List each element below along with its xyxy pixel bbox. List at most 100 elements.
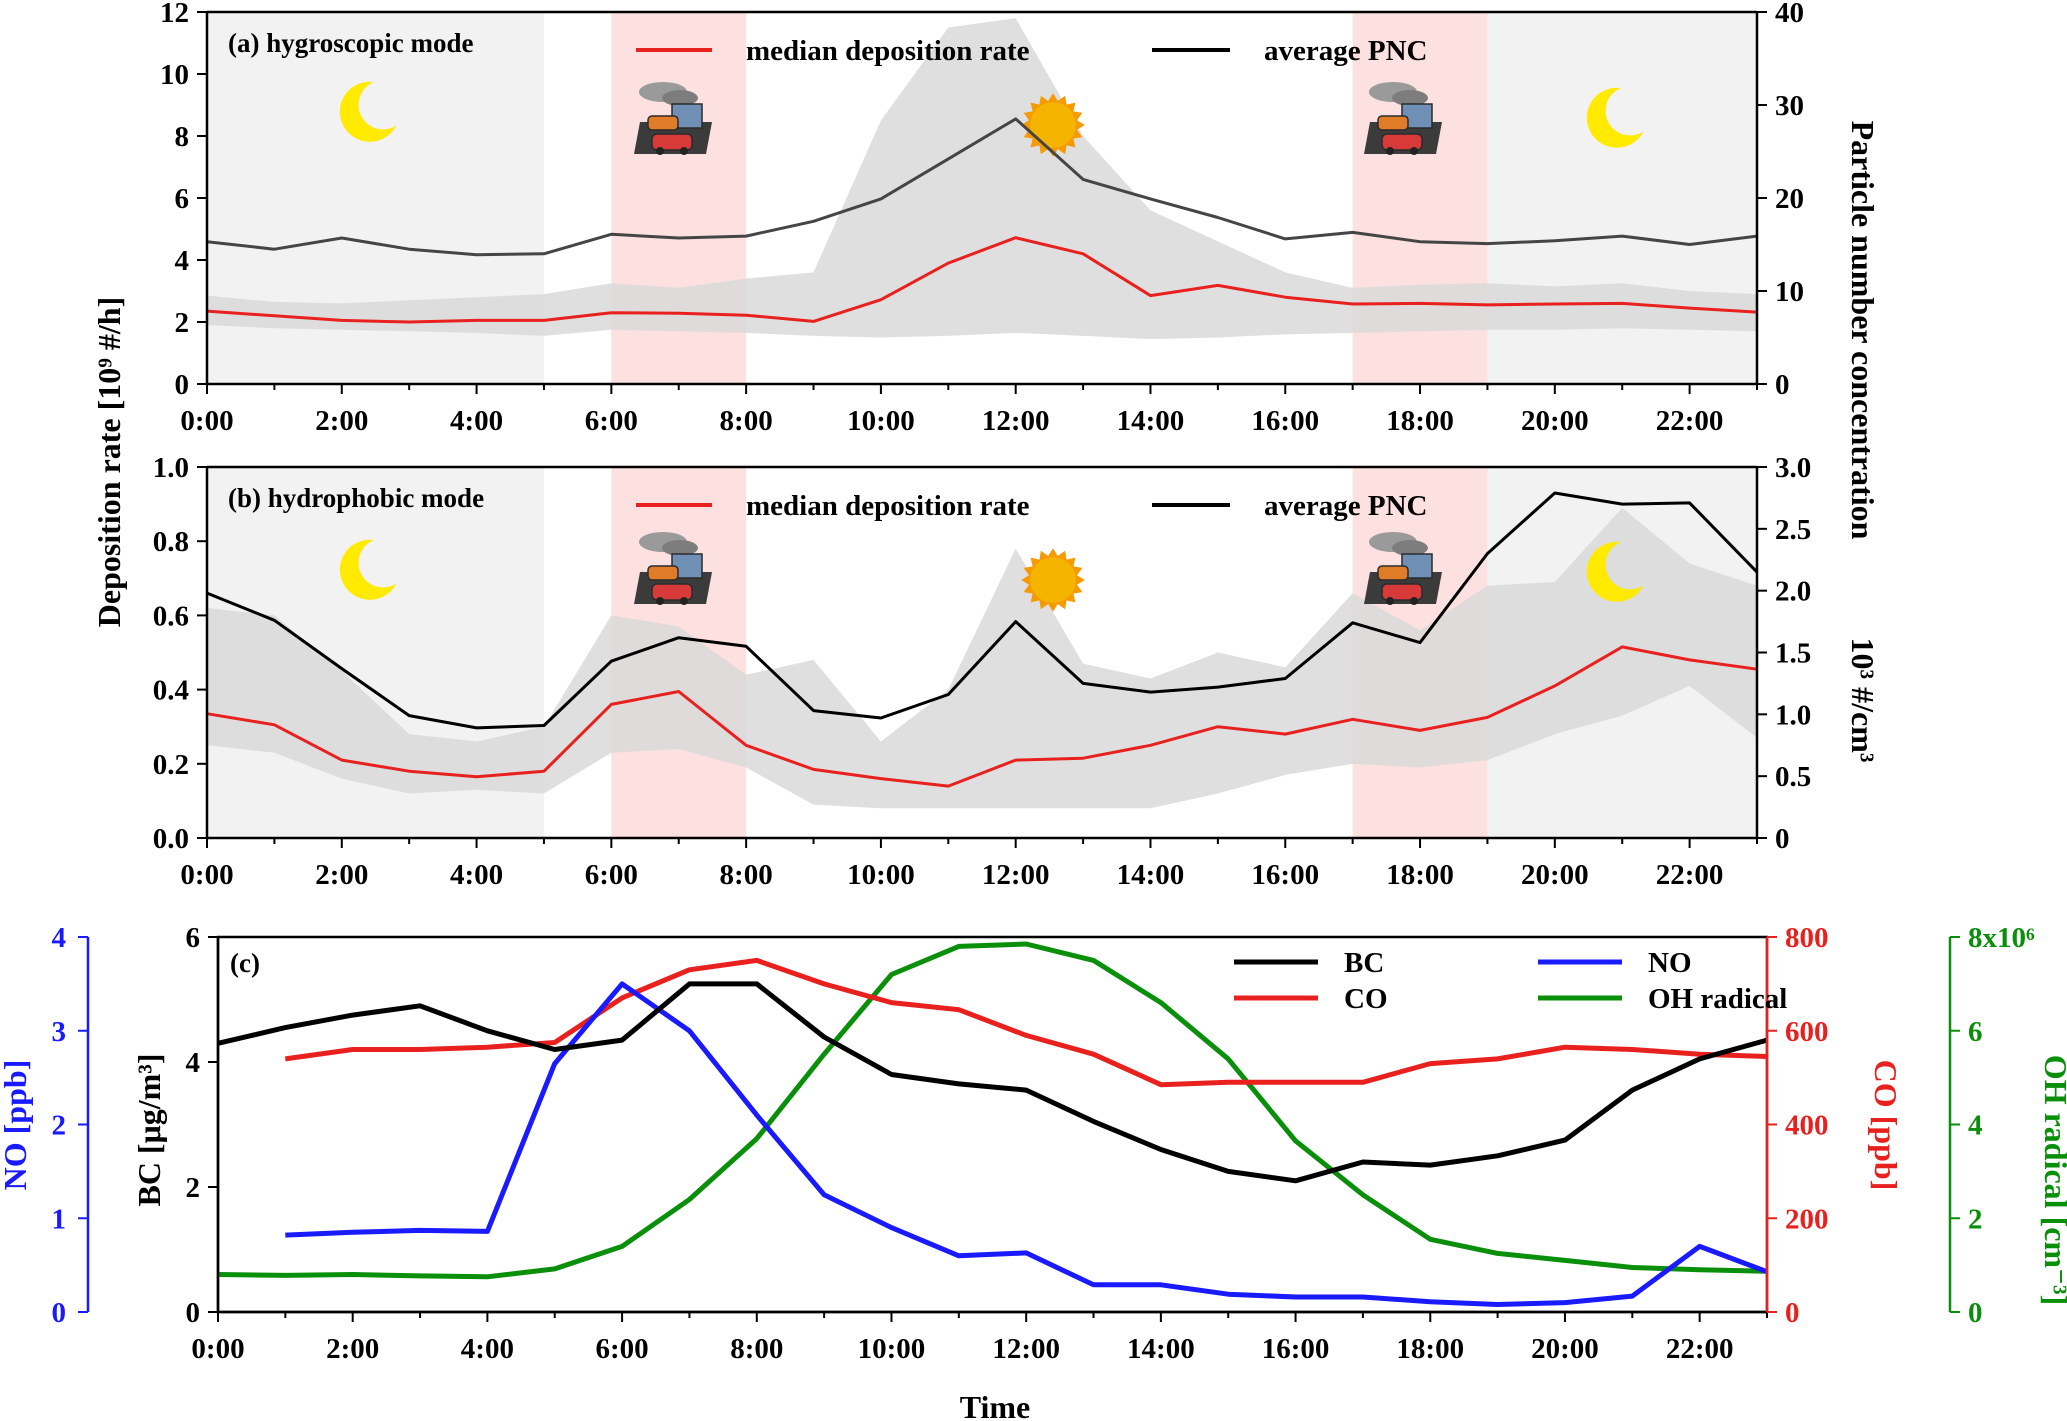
y-tick-label: 2 xyxy=(186,1172,201,1204)
shared-ylabel: Deposition rate [10⁹ #/h] xyxy=(91,297,127,627)
sun-disc xyxy=(1030,557,1076,603)
bc-axis-label-group: BC [μg/m³] xyxy=(131,1053,167,1206)
wheel xyxy=(656,597,664,605)
y-tick-label: 4 xyxy=(175,245,190,277)
car xyxy=(1381,133,1423,151)
wheel xyxy=(656,147,664,155)
y2-tick-label: 600 xyxy=(1785,1016,1829,1048)
car xyxy=(647,115,679,131)
x-tick-label: 2:00 xyxy=(315,405,368,437)
legend-label-pnc: average PNC xyxy=(1264,35,1427,67)
moon-icon xyxy=(339,539,397,600)
x-tick-label: 16:00 xyxy=(1251,859,1319,891)
x-tick-label: 10:00 xyxy=(847,859,915,891)
bc-axis-label: BC [μg/m³] xyxy=(131,1053,167,1206)
moon-icon xyxy=(339,81,397,142)
panel-a: 0:00 2:00 4:00 6:00 8:00 10:00 12:00 14:00 16:00… xyxy=(160,0,1804,437)
y-tick-label: 3 xyxy=(52,1016,67,1048)
x-tick-label: 16:00 xyxy=(1262,1333,1330,1365)
x-tick-label: 18:00 xyxy=(1396,1333,1464,1365)
oh-axis-label-group: OH radical [cm⁻³] xyxy=(2038,1055,2067,1305)
y-tick-label: 0.4 xyxy=(153,675,189,707)
co-axis-label: CO [ppb] xyxy=(1868,1060,1904,1191)
x-tick-label: 14:00 xyxy=(1117,859,1185,891)
car xyxy=(647,565,679,581)
y-tick-label: 1 xyxy=(52,1203,67,1235)
y-tick-label: 0.2 xyxy=(153,749,189,781)
y-tick-label: 8 xyxy=(175,121,190,153)
y2-tick-label: 200 xyxy=(1785,1203,1829,1235)
y-tick-label: 4 xyxy=(52,922,67,954)
median-deposition-line xyxy=(206,645,1758,788)
y-tick-label: 0.6 xyxy=(153,600,189,632)
x-tick-label: 18:00 xyxy=(1386,405,1454,437)
panel-b: 0:00 2:00 4:00 6:00 8:00 10:00 12:00 14:00 16:00… xyxy=(153,452,1881,891)
x-tick-label: 12:00 xyxy=(982,859,1050,891)
sun-disc xyxy=(1030,102,1076,148)
x-tick-label: 4:00 xyxy=(450,405,503,437)
panel-c: 0:00 2:00 4:00 6:00 8:00 10:00 12:00 14:00 16:00… xyxy=(0,922,2067,1421)
traffic-icon xyxy=(1364,82,1442,155)
car xyxy=(1377,565,1409,581)
x-tick-label: 22:00 xyxy=(1656,405,1724,437)
legend-label-deposition: median deposition rate xyxy=(746,35,1030,67)
x-tick-label: 22:00 xyxy=(1666,1333,1734,1365)
legend-label-bc: BC xyxy=(1344,947,1384,979)
x-tick-label: 10:00 xyxy=(847,405,915,437)
panel-label: (b) hydrophobic mode xyxy=(228,483,484,513)
x-tick-label: 4:00 xyxy=(461,1333,514,1365)
bc-line xyxy=(217,981,1768,1184)
average-pnc-line xyxy=(206,491,1759,730)
wheel xyxy=(1410,597,1418,605)
moon-icon xyxy=(1586,541,1644,602)
x-tick-label: 4:00 xyxy=(450,859,503,891)
y-tick-label: 0.0 xyxy=(153,823,189,855)
y2-tick-label: 800 xyxy=(1785,922,1829,954)
x-tick-label: 6:00 xyxy=(585,859,638,891)
y2-tick-label: 20 xyxy=(1775,183,1804,215)
y-tick-label: 0 xyxy=(175,369,190,401)
traffic-icon xyxy=(634,532,712,605)
y2-tick-label: 2 xyxy=(1968,1203,1983,1235)
x-tick-label: 20:00 xyxy=(1521,405,1589,437)
legend-label-no: NO xyxy=(1648,947,1692,979)
smoke-cloud xyxy=(1392,90,1428,106)
y2-tick-label: 0 xyxy=(1775,823,1790,855)
y2-tick-label: 0 xyxy=(1785,1297,1800,1329)
car xyxy=(1381,583,1423,601)
x-tick-label: 6:00 xyxy=(596,1333,649,1365)
x-axis-label: Time xyxy=(960,1389,1031,1421)
co-line xyxy=(284,957,1768,1088)
y2-tick-label: 2.0 xyxy=(1775,576,1811,608)
x-tick-label: 8:00 xyxy=(720,405,773,437)
y-tick-label: 4 xyxy=(186,1047,201,1079)
wheel xyxy=(1386,597,1394,605)
median-deposition-line xyxy=(206,236,1758,324)
y-tick-label: 0 xyxy=(186,1297,201,1329)
panel-label: (c) xyxy=(230,948,260,978)
y2-tick-label: 40 xyxy=(1775,0,1804,29)
smoke-cloud xyxy=(662,540,698,556)
x-tick-label: 20:00 xyxy=(1521,859,1589,891)
y2-tick-label: 30 xyxy=(1775,90,1804,122)
y-tick-label: 0 xyxy=(52,1297,67,1329)
x-tick-label: 16:00 xyxy=(1251,405,1319,437)
spread-band xyxy=(207,18,1757,340)
y-tick-label: 12 xyxy=(160,0,189,29)
oh-radical-line xyxy=(217,941,1768,1280)
x-tick-label: 8:00 xyxy=(730,1333,783,1365)
y2-tick-label: 0 xyxy=(1968,1297,1983,1329)
x-tick-label: 2:00 xyxy=(315,859,368,891)
x-tick-label: 0:00 xyxy=(191,1333,244,1365)
y-tick-label: 0.8 xyxy=(153,526,189,558)
legend-label-pnc: average PNC xyxy=(1264,490,1427,522)
panel-b-y2label: 10³ #/cm³ xyxy=(1845,638,1881,763)
wheel xyxy=(680,147,688,155)
y2-tick-label: 400 xyxy=(1785,1110,1829,1142)
no-axis-label-group: NO [ppb] xyxy=(0,1060,33,1191)
no-axis-label: NO [ppb] xyxy=(0,1060,33,1191)
sun-icon xyxy=(1021,93,1085,157)
x-tick-label: 20:00 xyxy=(1531,1333,1599,1365)
y2-tick-label: 1.0 xyxy=(1775,699,1811,731)
